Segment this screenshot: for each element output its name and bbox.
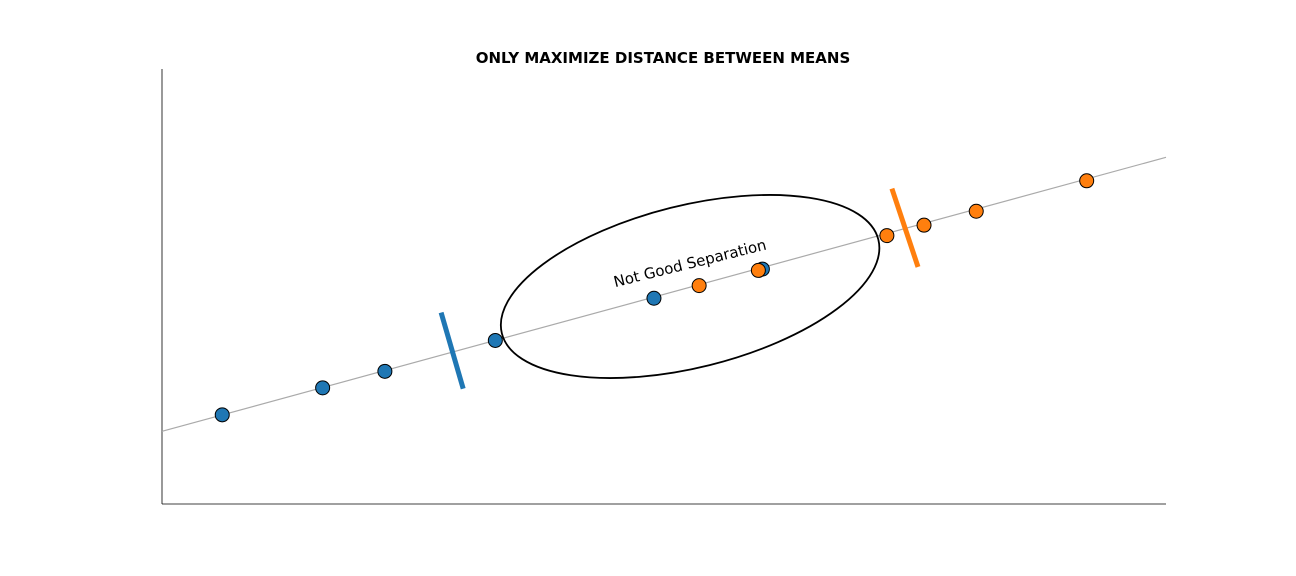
series-1-point: [377, 363, 393, 379]
series-2-point: [691, 278, 707, 294]
series-2-point: [879, 228, 895, 244]
chart-title: ONLY MAXIMIZE DISTANCE BETWEEN MEANS: [476, 49, 851, 67]
plot-area: Not Good Separation: [161, 69, 1167, 505]
highlight-ellipse: [499, 194, 881, 379]
series-2-point: [916, 217, 932, 233]
series-1-point: [487, 332, 503, 348]
series-2-point: [750, 262, 766, 278]
class-marker-2: [889, 187, 921, 268]
series-1-point: [315, 380, 331, 396]
projection-line: [161, 156, 1167, 432]
series-1-point: [646, 290, 662, 306]
series-2-point: [968, 203, 984, 219]
class-marker-1: [438, 311, 466, 390]
annotation-text: Not Good Separation: [612, 236, 769, 291]
series-1-point: [214, 407, 230, 423]
series-2-point: [1079, 173, 1095, 189]
